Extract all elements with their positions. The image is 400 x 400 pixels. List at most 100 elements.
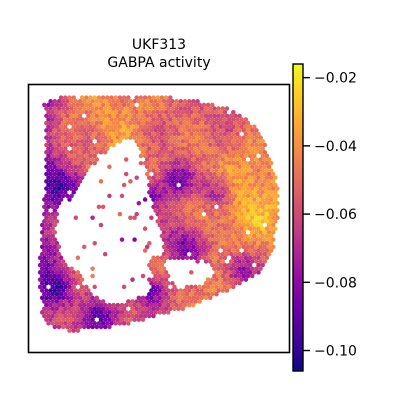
- spot: [235, 255, 240, 261]
- spot: [94, 128, 100, 133]
- spot: [182, 237, 188, 242]
- spot: [46, 160, 51, 166]
- spot: [54, 146, 60, 151]
- spot: [56, 324, 62, 330]
- spot: [199, 251, 205, 257]
- spot: [117, 313, 123, 319]
- spot: [249, 222, 255, 228]
- spot: [81, 164, 87, 170]
- spot: [151, 190, 156, 195]
- spot: [153, 259, 158, 264]
- spot: [115, 113, 121, 119]
- spot: [203, 259, 209, 264]
- spot: [86, 302, 91, 308]
- spot: [247, 211, 253, 217]
- spot: [48, 215, 53, 221]
- spot: [157, 128, 163, 133]
- spot: [92, 153, 97, 159]
- spot: [262, 149, 268, 155]
- spot: [84, 160, 89, 166]
- spot: [210, 262, 215, 268]
- spot: [228, 193, 234, 199]
- spot: [235, 124, 240, 130]
- spot: [63, 95, 68, 100]
- spot: [60, 113, 66, 119]
- spot: [155, 262, 160, 268]
- spot: [159, 226, 165, 231]
- spot: [226, 277, 232, 282]
- spot: [151, 197, 156, 202]
- spot: [88, 160, 93, 166]
- spot: [165, 251, 171, 257]
- spot: [107, 302, 112, 308]
- spot: [256, 182, 261, 188]
- spot: [245, 222, 251, 228]
- spot: [37, 284, 43, 290]
- spot: [191, 164, 196, 170]
- spot: [231, 139, 236, 144]
- spot: [178, 142, 184, 148]
- spot: [65, 106, 70, 111]
- spot: [84, 102, 89, 108]
- spot: [105, 313, 110, 319]
- spot: [186, 164, 192, 170]
- spot: [193, 102, 198, 108]
- spot: [58, 102, 64, 108]
- spot: [63, 299, 68, 304]
- spot: [207, 230, 213, 235]
- spot: [203, 149, 209, 155]
- spot: [60, 266, 66, 271]
- spot: [239, 190, 244, 195]
- spot: [163, 211, 169, 217]
- spot: [161, 193, 167, 199]
- spot: [239, 219, 244, 224]
- spot: [94, 324, 100, 330]
- spot: [222, 255, 228, 261]
- spot: [235, 182, 240, 188]
- spot: [195, 171, 200, 177]
- spot: [178, 128, 184, 133]
- spot: [193, 168, 198, 173]
- spot: [65, 288, 70, 293]
- spot: [46, 211, 51, 217]
- spot: [237, 266, 242, 271]
- spot: [159, 117, 165, 122]
- spot: [182, 142, 188, 148]
- spot: [237, 251, 242, 257]
- spot: [256, 204, 261, 210]
- spot: [121, 321, 127, 326]
- spot: [207, 251, 213, 257]
- spot: [58, 255, 64, 261]
- spot: [44, 200, 49, 206]
- spot: [79, 109, 85, 115]
- spot: [233, 193, 238, 199]
- spot: [46, 182, 51, 188]
- spot: [60, 281, 66, 286]
- spot: [224, 106, 230, 111]
- spot: [168, 109, 173, 115]
- spot: [207, 113, 213, 119]
- spot: [197, 299, 202, 304]
- spot: [199, 106, 205, 111]
- spot: [46, 226, 51, 231]
- spot: [228, 215, 234, 221]
- spot: [262, 171, 268, 177]
- spot: [159, 153, 165, 159]
- spot: [231, 175, 236, 180]
- spot: [233, 164, 238, 170]
- spot: [260, 204, 265, 210]
- spot: [69, 310, 74, 315]
- spot: [168, 255, 173, 261]
- spot: [161, 149, 167, 155]
- spot: [207, 157, 213, 162]
- spot: [189, 182, 194, 188]
- spot: [176, 240, 181, 246]
- spot: [243, 131, 249, 137]
- spot: [155, 117, 160, 122]
- spot: [50, 131, 55, 137]
- spot: [197, 204, 202, 210]
- spot: [168, 102, 173, 108]
- spot: [178, 302, 184, 308]
- spot: [44, 310, 49, 315]
- spot: [161, 164, 167, 170]
